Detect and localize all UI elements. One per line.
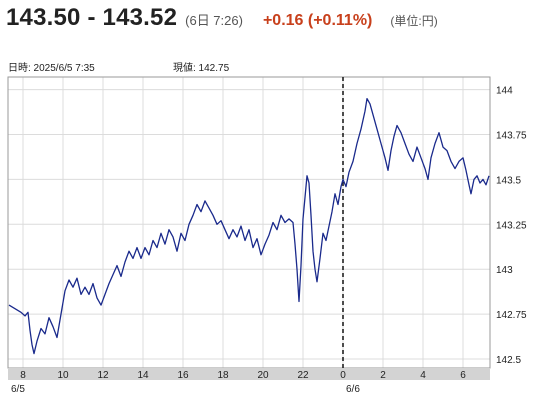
chart-grid [8, 77, 490, 368]
quote-time: (6日 7:26) [185, 13, 243, 28]
x-tick-label: 22 [297, 370, 309, 381]
x-tick-label: 20 [257, 370, 269, 381]
x-tick-label: 0 [340, 370, 346, 381]
day-labels: 6/5 6/6 [11, 384, 360, 395]
y-tick-label: 143 [496, 265, 513, 276]
y-tick-label: 143.75 [496, 130, 527, 141]
x-tick-label: 4 [420, 370, 426, 381]
price-series-line [8, 97, 490, 355]
info-row: 日時: 2025/6/5 7:35 現値: 142.75 [8, 59, 229, 74]
bid-ask-price: 143.50 - 143.52 [6, 4, 178, 31]
y-tick-label: 143.25 [496, 220, 527, 231]
x-tick-label: 10 [57, 370, 69, 381]
datetime-readout: 日時: 2025/6/5 7:35 [8, 63, 95, 74]
price-change: +0.16 (+0.11%) [262, 12, 373, 29]
y-tick-label: 143.5 [496, 175, 521, 186]
x-tick-label: 6 [460, 370, 466, 381]
y-tick-label: 144 [496, 86, 513, 97]
unit-label: (単位:円) [390, 14, 438, 28]
plot-frame [7, 76, 491, 369]
y-tick-label: 142.75 [496, 310, 527, 321]
x-tick-label: 12 [97, 370, 109, 381]
current-value-readout: 現値: 142.75 [173, 63, 230, 74]
x-axis-bar [8, 368, 490, 380]
x-tick-label: 14 [137, 370, 149, 381]
y-axis-ticks: 142.5 142.75 143 143.25 143.5 143.75 144 [496, 86, 527, 366]
x-tick-label: 18 [217, 370, 229, 381]
x-tick-label: 2 [380, 370, 386, 381]
day-label-break: 6/6 [346, 384, 360, 395]
y-tick-label: 142.5 [496, 355, 521, 366]
x-tick-label: 16 [177, 370, 189, 381]
quote-header: 143.50 - 143.52 (6日 7:26) +0.16 (+0.11%)… [6, 4, 438, 32]
x-tick-label: 8 [20, 370, 26, 381]
x-axis-ticks: 8 10 12 14 16 18 20 22 0 2 4 6 [20, 370, 466, 381]
day-label-start: 6/5 [11, 384, 25, 395]
